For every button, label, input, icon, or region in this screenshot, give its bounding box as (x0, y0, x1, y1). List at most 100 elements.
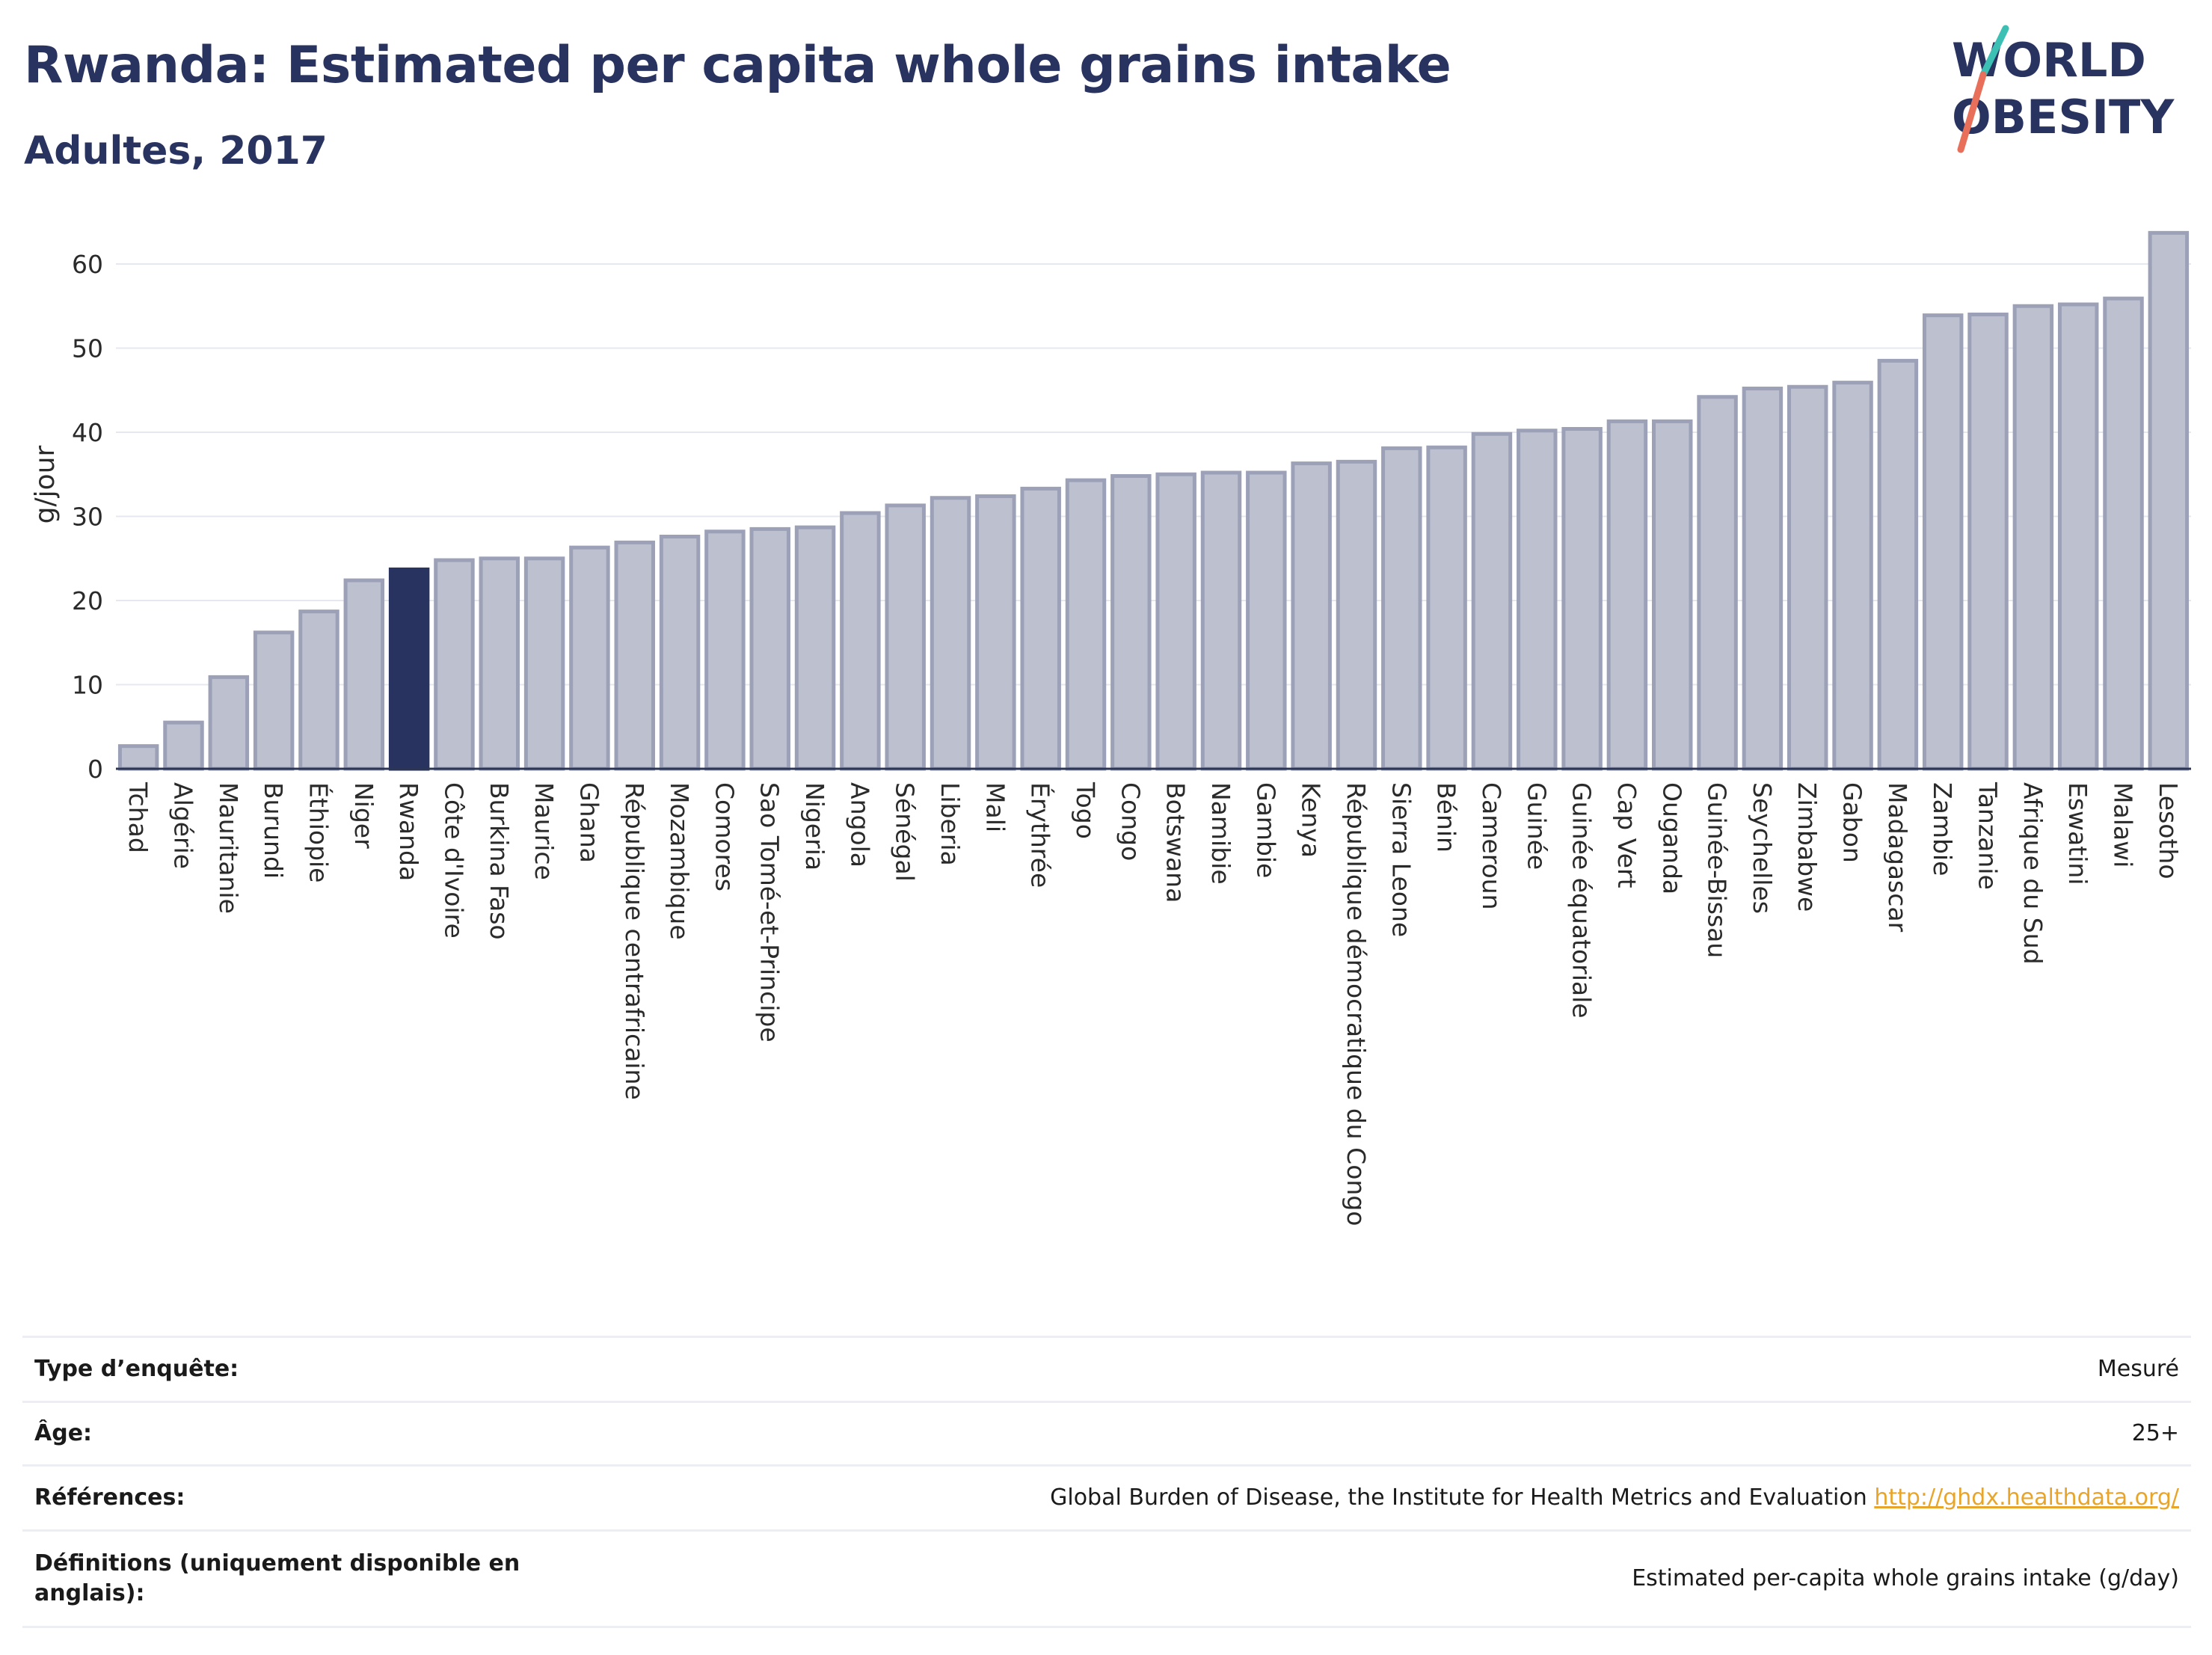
bar[interactable] (117, 744, 159, 771)
bar[interactable] (298, 610, 340, 771)
bar[interactable] (2148, 230, 2190, 771)
page-subtitle: Adultes, 2017 (24, 129, 328, 174)
bar[interactable] (1787, 384, 1828, 771)
bar[interactable] (2057, 302, 2099, 771)
x-tick-label: Tchad (123, 782, 153, 853)
bar[interactable] (659, 535, 701, 771)
bar[interactable] (930, 496, 971, 771)
bar[interactable] (1426, 445, 1467, 771)
x-tick-label: Angola (845, 782, 874, 868)
x-tick-label: Lesotho (2154, 782, 2183, 879)
x-tick-label: Sao Tomé-et-Principe (755, 782, 784, 1043)
bar[interactable] (1561, 427, 1603, 771)
x-tick-label: Ouganda (1657, 782, 1686, 894)
bar[interactable] (1742, 387, 1784, 771)
bar[interactable] (749, 526, 790, 771)
info-row: Âge: 25+ (22, 1401, 2191, 1464)
reference-link[interactable]: http://ghdx.healthdata.org/ (1874, 1484, 2179, 1511)
bar[interactable] (434, 558, 475, 771)
x-tick-label: Éthiopie (304, 782, 334, 882)
bar[interactable] (1110, 474, 1152, 771)
bar[interactable] (1291, 461, 1332, 771)
bar[interactable] (840, 511, 881, 771)
bar[interactable] (704, 529, 746, 771)
x-tick-label: Sénégal (891, 782, 920, 882)
bar[interactable] (1381, 446, 1422, 771)
bar[interactable] (1877, 358, 1919, 771)
bar[interactable] (1832, 381, 1873, 771)
bar[interactable] (479, 556, 520, 771)
bar[interactable] (1020, 486, 1061, 771)
x-tick-label: Niger (349, 782, 378, 849)
info-value: Mesuré (2098, 1354, 2191, 1384)
bar-chart: 0 10 20 30 40 50 60 Tchad Algérie Mauritanie Buru… (30, 230, 2191, 1226)
bar[interactable] (1922, 313, 1964, 771)
x-tick-labels: Tchad Algérie Mauritanie Burundi Éthiopie Nig… (123, 782, 2183, 1226)
x-tick-label: Guinée équatoriale (1567, 782, 1597, 1019)
bar[interactable] (163, 720, 204, 771)
bar[interactable] (2012, 304, 2054, 771)
bar[interactable] (975, 494, 1016, 771)
info-value-text: 25+ (2131, 1420, 2179, 1446)
bar[interactable] (253, 630, 295, 771)
x-tick-label: Côte d'Ivoire (439, 782, 468, 939)
bar[interactable] (1200, 470, 1242, 771)
logo-slash-teal (1979, 25, 2009, 79)
bar[interactable] (569, 545, 610, 771)
x-tick-label: Mauritanie (214, 782, 243, 914)
x-tick-label: Bénin (1432, 782, 1461, 853)
y-tick-label: 30 (72, 503, 103, 532)
info-value-text: Global Burden of Disease, the Institute … (1050, 1484, 1867, 1511)
x-tick-label: Kenya (1297, 782, 1326, 858)
x-tick-label: Rwanda (394, 782, 423, 881)
x-tick-label: Tanzanie (1973, 782, 2003, 890)
x-tick-label: Gambie (1251, 782, 1280, 878)
page-title: Rwanda: Estimated per capita whole grain… (24, 36, 1451, 95)
info-label: Références: (34, 1484, 185, 1511)
bar[interactable] (885, 503, 926, 771)
x-tick-label: Congo (1116, 782, 1145, 861)
bar[interactable] (614, 540, 655, 771)
info-label: Définitions (uniquement disponible en an… (34, 1550, 520, 1606)
info-value: 25+ (2132, 1419, 2191, 1449)
y-axis-title: g/jour (30, 445, 61, 523)
x-tick-label: Sierra Leone (1386, 782, 1416, 937)
bar[interactable] (794, 525, 836, 771)
info-value-text: Estimated per-capita whole grains intake… (1632, 1565, 2179, 1591)
x-tick-label: Madagascar (1883, 782, 1912, 933)
bar[interactable] (1065, 478, 1107, 771)
bar[interactable] (1606, 419, 1648, 771)
bar[interactable] (523, 556, 565, 771)
bar[interactable] (1697, 395, 1738, 771)
bar[interactable] (1336, 459, 1377, 771)
bar[interactable] (1517, 429, 1558, 771)
x-tick-label: Zimbabwe (1792, 782, 1822, 912)
bar[interactable] (1155, 472, 1196, 771)
info-value: Global Burden of Disease, the Institute … (1050, 1483, 2191, 1513)
x-tick-label: Guinée-Bissau (1703, 782, 1732, 958)
y-tick-label: 10 (72, 671, 103, 700)
bar[interactable] (1246, 470, 1287, 771)
x-tick-label: Liberia (936, 782, 965, 866)
info-label: Âge: (34, 1420, 93, 1446)
bar[interactable] (1652, 419, 1693, 771)
x-tick-label: Nigeria (800, 782, 829, 871)
x-tick-label: Burundi (259, 782, 288, 879)
logo-line2: OBESITY (1952, 90, 2175, 144)
info-label: Type d’enquête: (34, 1356, 239, 1382)
bar[interactable] (2103, 296, 2144, 771)
x-tick-label: Guinée (1522, 782, 1551, 870)
y-tick-label: 60 (72, 250, 103, 279)
info-table: Type d’enquête: Mesuré Âge: 25+ Références: G… (22, 1336, 2191, 1628)
y-tick-labels: 0 10 20 30 40 50 60 (72, 250, 103, 784)
bar[interactable] (1967, 313, 2009, 771)
bar-highlight[interactable] (388, 567, 430, 771)
bar[interactable] (343, 578, 385, 771)
x-tick-label: Maurice (529, 782, 559, 880)
world-obesity-logo: WORLD OBESITY (1952, 25, 2175, 153)
y-tick-label: 0 (87, 755, 103, 784)
bar[interactable] (208, 675, 250, 771)
info-value-text: Mesuré (2097, 1356, 2179, 1382)
bar[interactable] (1471, 432, 1513, 771)
x-tick-label: République centrafricaine (620, 782, 649, 1100)
